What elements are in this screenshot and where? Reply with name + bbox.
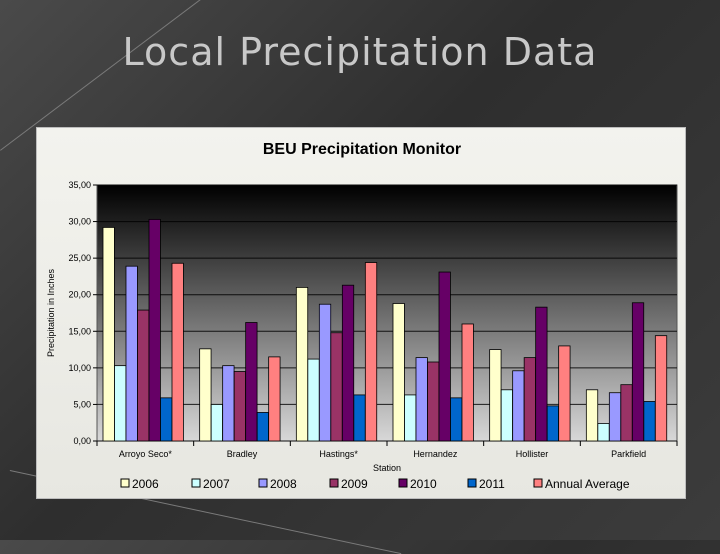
legend-label: 2011 <box>479 477 505 491</box>
legend-label: Annual Average <box>545 477 630 491</box>
bar <box>415 357 428 442</box>
plot-area <box>96 184 678 442</box>
x-axis-label: Station <box>373 463 401 473</box>
bar <box>597 423 610 442</box>
legend-swatch <box>258 478 268 488</box>
bar <box>330 332 343 442</box>
legend-swatch <box>533 478 543 488</box>
bar <box>353 394 366 442</box>
x-tick-label: Hernandez <box>413 449 458 459</box>
x-tick-label: Arroyo Seco* <box>119 449 173 459</box>
chart-panel: BEU Precipitation Monitor 0,00 5,00 10,00 15… <box>36 127 686 499</box>
bar <box>210 404 223 442</box>
y-tick-label: 15,00 <box>68 326 91 336</box>
bar <box>643 401 656 442</box>
bar <box>546 405 559 442</box>
bar <box>450 397 463 442</box>
bar <box>364 262 378 442</box>
bar <box>523 357 536 442</box>
bar <box>160 397 173 442</box>
bar <box>171 262 184 442</box>
legend-swatch <box>467 478 477 488</box>
bar <box>512 370 525 442</box>
legend-label: 2009 <box>341 477 368 491</box>
y-axis-label: Precipitation in Inches <box>46 268 56 357</box>
bar <box>558 345 571 442</box>
bar <box>222 365 235 442</box>
legend-swatch <box>398 478 408 488</box>
y-tick-label: 0,00 <box>73 436 91 446</box>
bar <box>102 227 115 442</box>
y-tick-label: 5,00 <box>73 399 91 409</box>
bar <box>268 356 281 442</box>
bar <box>199 348 212 442</box>
chart-title: BEU Precipitation Monitor <box>263 141 461 158</box>
bar <box>631 302 645 442</box>
bar <box>427 361 440 442</box>
legend-label: 2007 <box>203 477 230 491</box>
bar <box>392 303 405 442</box>
bar <box>500 389 513 442</box>
bar <box>535 306 548 442</box>
legend-label: 2008 <box>270 477 297 491</box>
precipitation-chart: BEU Precipitation Monitor 0,00 5,00 10,00 15… <box>46 141 678 491</box>
bar <box>256 412 269 442</box>
bar <box>585 389 599 442</box>
y-tick-label: 35,00 <box>68 180 91 190</box>
legend-swatch <box>191 478 201 488</box>
bar <box>620 384 633 442</box>
x-tick-label: Hastings* <box>319 449 358 459</box>
bar <box>341 284 355 442</box>
bar <box>654 335 668 442</box>
slide-title: Local Precipitation Data <box>122 30 598 74</box>
y-tick-label: 20,00 <box>68 290 91 300</box>
x-tick-label: Hollister <box>516 449 549 459</box>
bar <box>318 303 332 442</box>
legend-label: 2010 <box>410 477 437 491</box>
y-tick-label: 30,00 <box>68 217 91 227</box>
bar <box>461 323 474 442</box>
legend-swatch <box>329 478 339 488</box>
bar <box>295 286 309 442</box>
bar <box>114 365 127 442</box>
bar <box>438 271 451 442</box>
x-tick-label: Bradley <box>227 449 258 459</box>
bar <box>233 371 246 442</box>
y-tick-label: 25,00 <box>68 253 91 263</box>
bar <box>125 265 138 442</box>
x-tick-label: Parkfield <box>611 449 646 459</box>
bar <box>307 358 320 442</box>
bar <box>608 392 622 442</box>
bar <box>137 309 150 442</box>
legend-label: 2006 <box>132 477 159 491</box>
bar <box>404 394 417 442</box>
y-tick-label: 10,00 <box>68 363 91 373</box>
legend-swatch <box>120 478 130 488</box>
bar <box>245 322 258 442</box>
bar <box>489 349 502 442</box>
bar <box>148 218 161 442</box>
